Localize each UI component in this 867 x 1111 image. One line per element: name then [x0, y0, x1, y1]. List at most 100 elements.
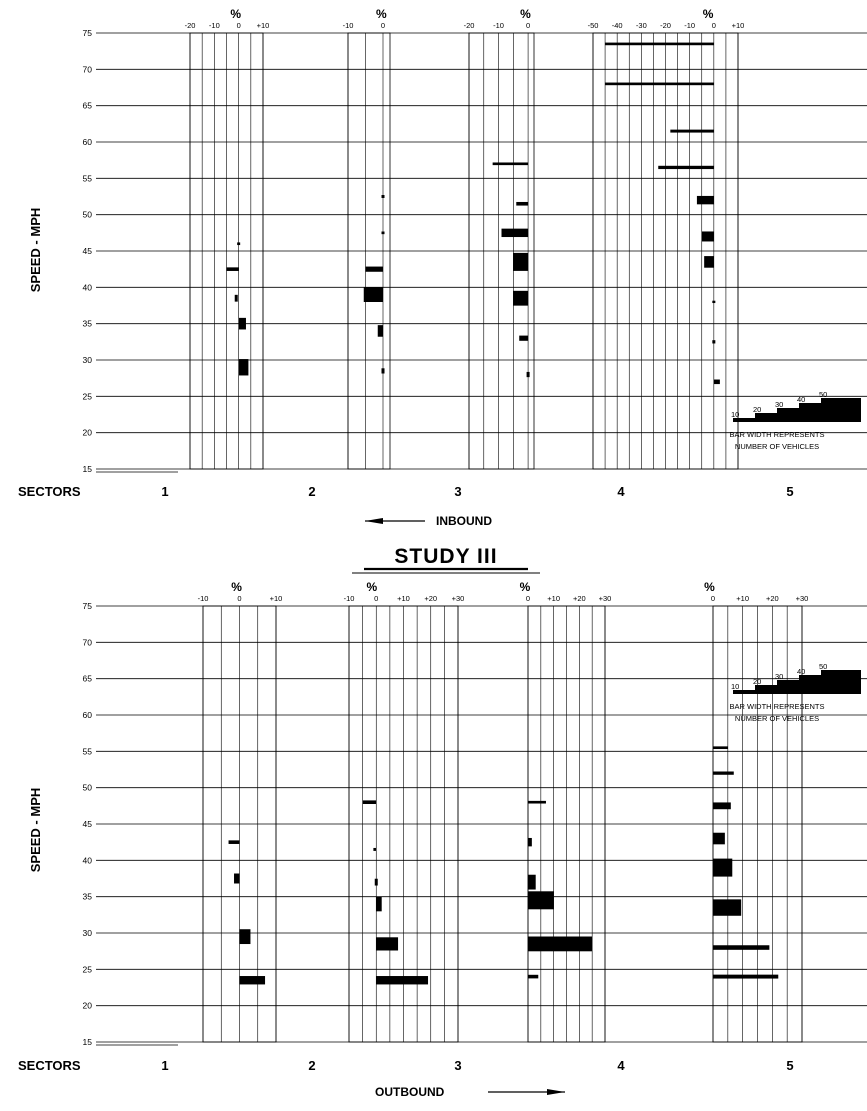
y-tick-label: 35	[83, 319, 93, 329]
percent-tick-label: -10	[198, 594, 209, 603]
percent-tick-label: +10	[547, 594, 560, 603]
percent-panel: -10 0 +10%	[198, 580, 282, 1043]
speed-change-bar	[526, 371, 530, 378]
percent-tick-label: -10	[344, 594, 355, 603]
speed-change-bar	[713, 379, 720, 385]
sector-number: 1	[161, 1058, 168, 1073]
percent-panel: -20 -10 0 +10%	[185, 7, 270, 470]
speed-change-bar	[528, 800, 546, 804]
percent-tick-label: +10	[736, 594, 749, 603]
legend-step-label: 50	[819, 662, 827, 671]
speed-change-bar	[373, 847, 377, 851]
percent-tick-label: +20	[766, 594, 779, 603]
speed-change-bar	[713, 858, 733, 877]
speed-change-bar	[713, 899, 742, 916]
percent-tick-label: 0	[526, 594, 530, 603]
speed-change-bar	[605, 42, 714, 46]
percent-symbol: %	[520, 7, 531, 21]
y-tick-label: 15	[83, 1037, 93, 1047]
y-tick-label: 75	[83, 601, 93, 611]
percent-tick-label: 0	[712, 21, 716, 30]
legend-step-block	[777, 408, 799, 422]
percent-tick-label: 0	[237, 21, 241, 30]
speed-change-bar	[238, 317, 246, 330]
percent-tick-label: 0	[526, 21, 530, 30]
y-tick-label: 50	[83, 210, 93, 220]
y-tick-label: 45	[83, 819, 93, 829]
speed-change-bar	[605, 82, 714, 86]
percent-tick-label: 0	[381, 21, 385, 30]
percent-tick-label: 0	[711, 594, 715, 603]
speed-change-bar	[365, 266, 383, 272]
speed-change-bar	[376, 937, 399, 951]
percent-tick-label: -40	[612, 21, 623, 30]
legend-step-label: 20	[753, 677, 761, 686]
percent-tick-label: +10	[257, 21, 270, 30]
y-tick-label: 70	[83, 637, 93, 647]
percent-symbol: %	[230, 7, 241, 21]
speed-change-bar	[528, 837, 532, 847]
percent-panel: -50 -40 -30 -20 -10 0 +10%	[588, 7, 744, 470]
speed-change-bar	[513, 252, 529, 271]
percent-tick-label: 0	[237, 594, 241, 603]
speed-change-bar	[519, 335, 529, 341]
percent-panel: -10 0 +10 +20 +30%	[344, 580, 464, 1043]
legend-step-block	[821, 398, 861, 422]
y-axis-label: SPEED - MPH	[28, 208, 43, 293]
bar-width-legend: 10 20 30 40 50 BAR WIDTH REPRESENTS NUMBER OF …	[729, 662, 861, 723]
legend-step-label: 10	[731, 682, 739, 691]
percent-tick-label: -20	[185, 21, 196, 30]
legend-caption: BAR WIDTH REPRESENTS	[729, 430, 824, 439]
sector-number: 5	[786, 484, 793, 499]
sectors-label: SECTORS	[18, 1058, 81, 1073]
speed-change-bar	[362, 800, 377, 804]
speed-change-bar	[713, 802, 731, 810]
percent-tick-label: 0	[374, 594, 378, 603]
speed-change-bar	[381, 195, 385, 198]
sector-number: 1	[161, 484, 168, 499]
y-tick-label: 35	[83, 892, 93, 902]
sector-number: 2	[308, 484, 315, 499]
y-tick-label: 45	[83, 246, 93, 256]
percent-symbol: %	[367, 580, 378, 594]
percent-symbol: %	[231, 580, 242, 594]
y-tick-label: 55	[83, 746, 93, 756]
y-tick-label: 70	[83, 64, 93, 74]
sector-number: 3	[454, 1058, 461, 1073]
speed-change-bar	[376, 976, 429, 985]
speed-change-bar	[228, 840, 240, 844]
percent-symbol: %	[520, 580, 531, 594]
speed-change-bar	[239, 976, 266, 985]
y-tick-label: 65	[83, 674, 93, 684]
speed-change-bar	[696, 195, 714, 205]
speed-change-bar	[713, 746, 728, 750]
percent-tick-label: -20	[464, 21, 475, 30]
y-tick-label: 30	[83, 355, 93, 365]
speed-change-bar	[713, 974, 779, 979]
y-tick-label: 50	[83, 783, 93, 793]
sector-number: 4	[617, 1058, 625, 1073]
speed-change-bar	[713, 832, 725, 845]
percent-panel: -20 -10 0%	[464, 7, 535, 470]
speed-change-bar	[516, 201, 529, 206]
percent-tick-label: +30	[796, 594, 809, 603]
percent-tick-label: +20	[573, 594, 586, 603]
chart-title: STUDY III	[394, 545, 497, 568]
speed-change-bar	[712, 340, 716, 344]
y-tick-label: 55	[83, 173, 93, 183]
legend-step-label: 10	[731, 410, 739, 419]
y-tick-label: 40	[83, 282, 93, 292]
speed-change-bar	[528, 974, 539, 979]
y-tick-label: 65	[83, 101, 93, 111]
direction-label: OUTBOUND	[375, 1085, 445, 1099]
percent-tick-label: -10	[343, 21, 354, 30]
speed-change-bar	[234, 294, 238, 302]
sector-number: 4	[617, 484, 625, 499]
legend-step-label: 40	[797, 395, 805, 404]
y-tick-label: 25	[83, 964, 93, 974]
direction-label: INBOUND	[436, 514, 492, 528]
percent-tick-label: +10	[397, 594, 410, 603]
